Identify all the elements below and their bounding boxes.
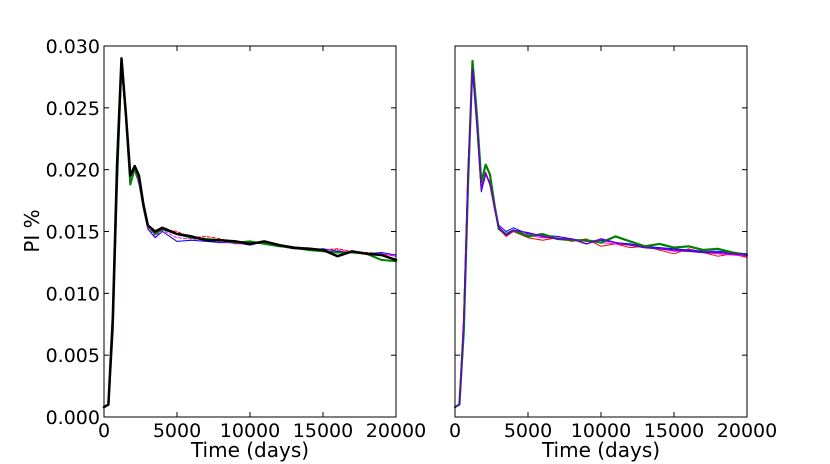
x-tick-label: 5000 xyxy=(504,420,552,442)
plot-frame xyxy=(103,45,397,418)
y-axis-label: PI % xyxy=(20,209,44,252)
series-line-2 xyxy=(103,66,397,408)
x-tick-label: 20000 xyxy=(366,420,426,442)
left-panel: 0 5000 10000 15000 20000 0.000 0.005 0.010 0.015… xyxy=(46,36,427,442)
y-tick-label: 0.025 xyxy=(46,98,100,120)
y-tick-label: 0.020 xyxy=(46,160,100,182)
y-tick-label: 0.030 xyxy=(46,36,100,58)
x-tick-label: 5000 xyxy=(153,420,201,442)
x-tick-label: 10000 xyxy=(220,420,280,442)
y-tick-label: 0.010 xyxy=(46,283,100,305)
series-line-3 xyxy=(453,59,749,409)
plot-frame xyxy=(454,45,748,418)
x-tick-label: 10000 xyxy=(571,420,631,442)
x-tick-label: 0 xyxy=(98,420,110,442)
x-tick-label: 15000 xyxy=(293,420,353,442)
series-line-1 xyxy=(103,64,397,408)
x-tick-label: 0 xyxy=(449,420,461,442)
y-tick-label: 0.000 xyxy=(46,407,100,429)
right-x-axis-label: Time (days) xyxy=(541,438,660,462)
right-panel: 0 5000 10000 15000 20000 xyxy=(449,45,777,442)
x-tick-label: 15000 xyxy=(644,420,704,442)
series-line-1 xyxy=(454,67,748,408)
x-tick-label: 20000 xyxy=(717,420,777,442)
series-line-0 xyxy=(103,67,397,408)
series-line-4 xyxy=(102,57,398,409)
series-line-3 xyxy=(103,59,397,409)
y-tick-label: 0.015 xyxy=(46,222,100,244)
left-x-axis-label: Time (days) xyxy=(190,438,309,462)
series-line-4 xyxy=(454,68,748,408)
y-tick-label: 0.005 xyxy=(46,345,100,367)
